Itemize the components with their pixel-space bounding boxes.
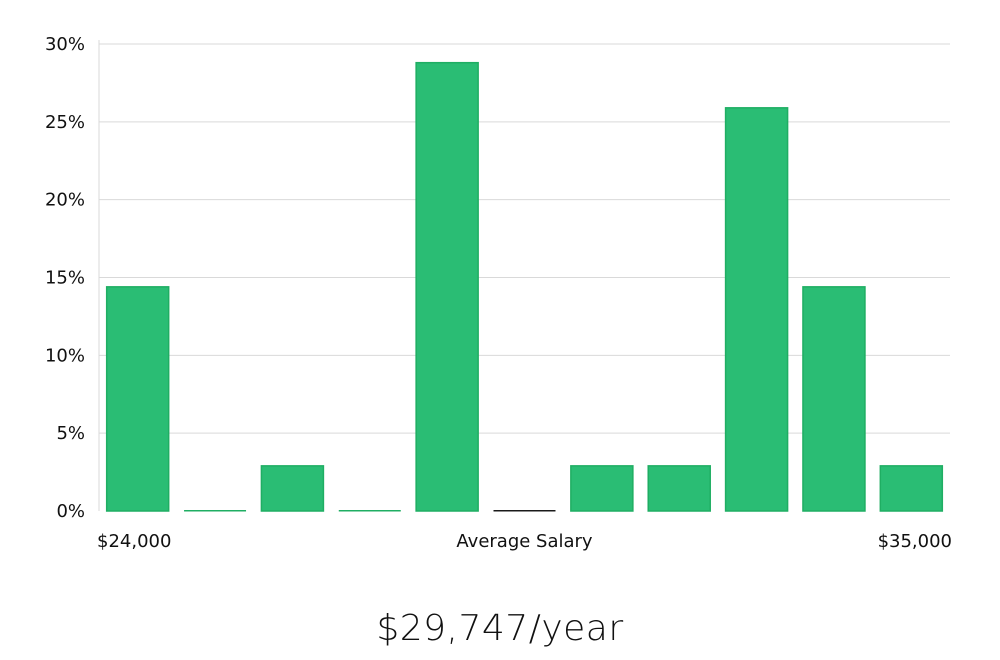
- x-axis-title: Average Salary: [456, 531, 593, 552]
- y-tick-label: 25%: [45, 112, 85, 133]
- y-axis-tick-labels: 0% 5% 10% 15% 20% 25% 30%: [45, 34, 85, 522]
- histogram-bar: [493, 510, 556, 512]
- y-tick-label: 0%: [56, 501, 85, 522]
- y-tick-label: 5%: [56, 423, 85, 444]
- histogram-bar: [879, 465, 944, 512]
- histogram-bar: [724, 107, 789, 512]
- histogram-bar: [338, 510, 401, 512]
- salary-histogram: 0% 5% 10% 15% 20% 25% 30% $24,000 Average Sala…: [45, 34, 952, 552]
- y-tick-label: 30%: [45, 34, 85, 55]
- histogram-bar: [802, 286, 866, 512]
- bars: [105, 61, 944, 512]
- x-axis-min-label: $24,000: [97, 531, 171, 552]
- histogram-bar: [260, 465, 325, 512]
- histogram-bar: [570, 465, 634, 512]
- histogram-bar: [184, 510, 247, 512]
- y-tick-label: 20%: [45, 190, 85, 211]
- y-tick-label: 15%: [45, 268, 85, 289]
- histogram-bar: [415, 61, 479, 512]
- y-tick-label: 10%: [45, 345, 85, 366]
- x-axis-max-label: $35,000: [878, 531, 952, 552]
- histogram-bar: [647, 465, 711, 512]
- histogram-bar: [105, 286, 170, 512]
- average-salary-headline: $29,747/year: [376, 608, 624, 649]
